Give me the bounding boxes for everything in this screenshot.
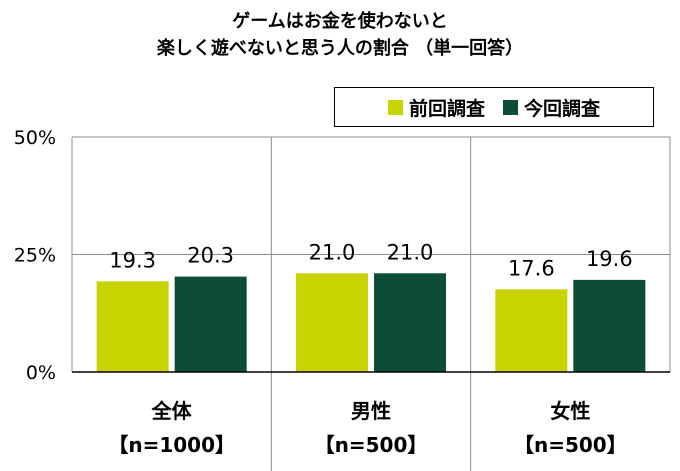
category-sublabel: 【n=500】 [315, 433, 428, 457]
legend-swatch-current [503, 99, 518, 115]
legend: 前回調査 今回調査 [334, 87, 654, 127]
bar [374, 273, 446, 372]
chart-title: ゲームはお金を使わないと 楽しく遊べないと思う人の割合 （単一回答） [0, 8, 680, 62]
legend-label-current: 今回調査 [524, 97, 601, 120]
y-tick-label: 50% [14, 127, 56, 149]
data-label: 19.6 [586, 247, 633, 271]
category-label: 全体 [151, 399, 193, 423]
data-label: 19.3 [109, 248, 156, 272]
bar [495, 289, 568, 372]
data-label: 20.3 [187, 244, 234, 268]
data-label: 21.0 [387, 240, 434, 264]
legend-label-previous: 前回調査 [408, 97, 485, 120]
bar [96, 281, 169, 372]
legend-swatch-previous [387, 99, 403, 115]
category-sublabel: 【n=1000】 [108, 433, 235, 457]
y-tick-label: 25% [14, 245, 56, 267]
data-label: 21.0 [309, 240, 356, 264]
data-label: 17.6 [508, 256, 555, 280]
chart-title-line2: 楽しく遊べないと思う人の割合 （単一回答） [156, 38, 524, 59]
bar [174, 276, 247, 372]
category-sublabel: 【n=500】 [514, 433, 627, 457]
category-label: 女性 [550, 399, 590, 423]
legend-item-previous: 前回調査 [387, 94, 485, 121]
bar [573, 279, 646, 372]
y-tick-label: 0% [26, 362, 56, 384]
chart-title-line1: ゲームはお金を使わないと [232, 11, 448, 32]
legend-item-current: 今回調査 [503, 94, 600, 121]
bar [296, 273, 368, 372]
category-label: 男性 [351, 399, 391, 423]
